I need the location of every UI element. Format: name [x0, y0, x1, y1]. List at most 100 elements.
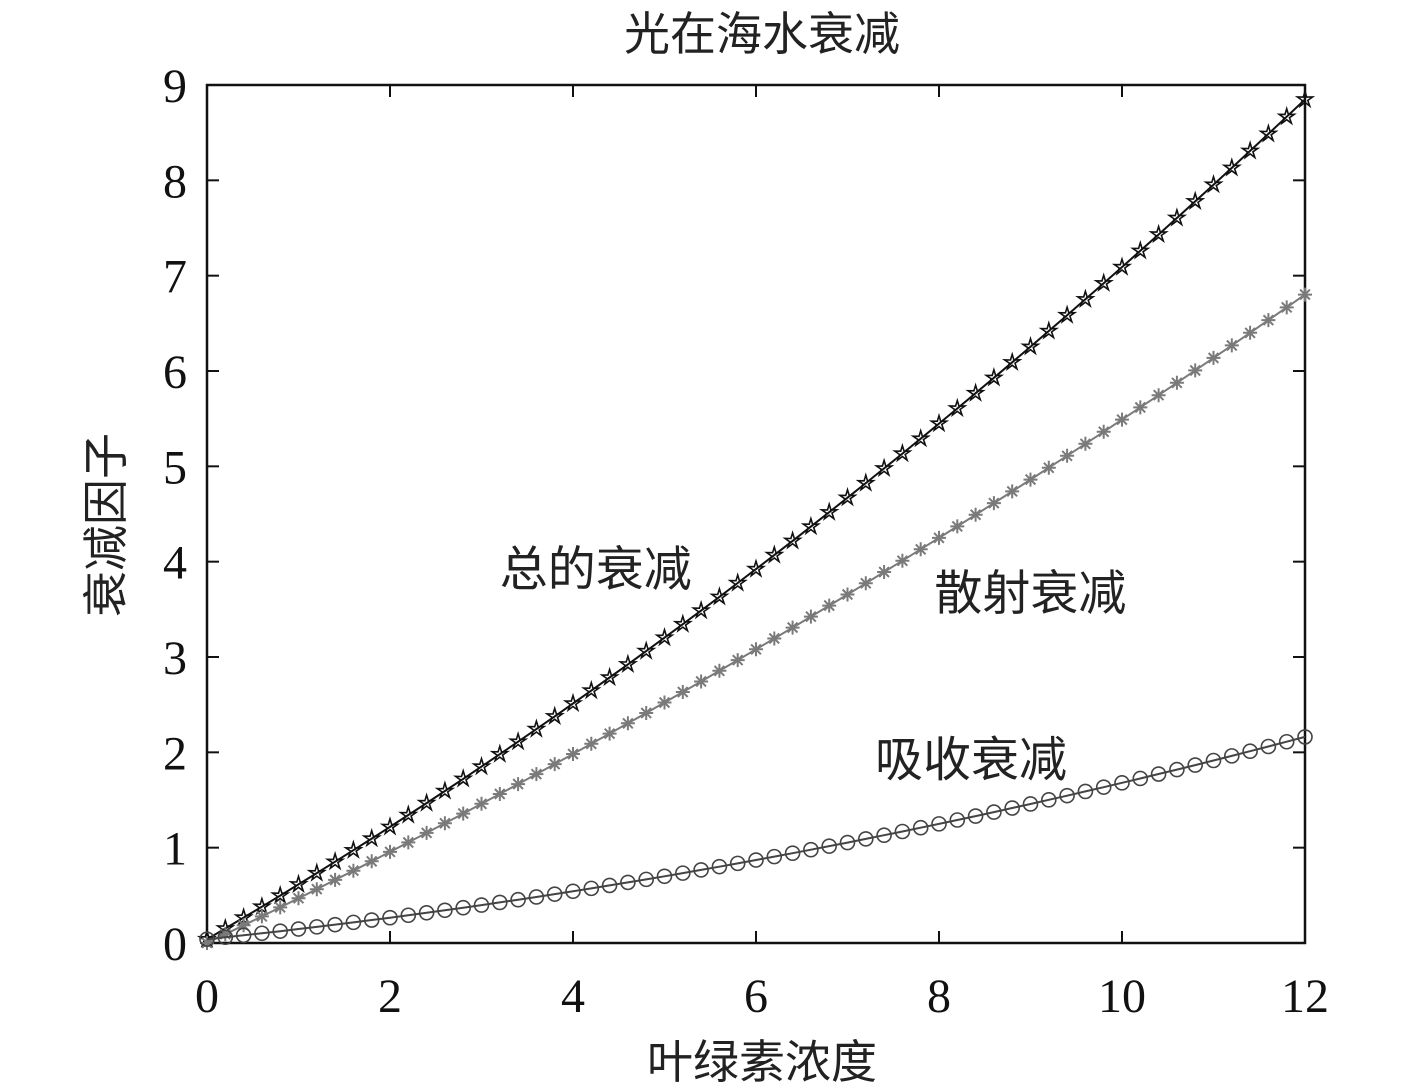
series-1-point [690, 599, 712, 620]
series-1-point [1020, 335, 1041, 356]
series-1-point [1258, 123, 1279, 143]
series-3 [199, 729, 1313, 947]
series-3-point [546, 886, 563, 902]
series-2-point [639, 706, 654, 720]
series-3-point [565, 883, 581, 900]
series-1-point [892, 442, 913, 463]
series-1-point [581, 679, 602, 700]
series-1-point [453, 768, 474, 788]
series-3-point [1059, 787, 1075, 804]
series-2-point [529, 767, 544, 782]
series-2-point [437, 816, 452, 831]
series-2-line [206, 293, 1306, 944]
y-tick-label: 8 [163, 155, 187, 208]
series-3-point [711, 858, 728, 875]
series-2-point [309, 882, 324, 897]
x-tick-label: 0 [195, 970, 219, 1023]
series-2-point [566, 747, 580, 761]
series-2-point [913, 542, 928, 557]
series-3-point [308, 919, 325, 935]
series-2-point [401, 835, 416, 850]
series-1-point [288, 873, 309, 894]
series-3-point [400, 907, 417, 924]
series-3-point [693, 862, 709, 878]
y-tick-label: 2 [163, 727, 187, 780]
series-1-point [782, 530, 803, 550]
series-2-point [218, 927, 233, 942]
plot-frame [205, 83, 1307, 945]
series-2-point [273, 900, 288, 915]
series-2-point [1060, 448, 1075, 463]
series-3-point [967, 808, 984, 824]
series-1-point [983, 367, 1005, 387]
series-1-point [1056, 304, 1078, 324]
series-3-point [857, 831, 874, 847]
series-1-point [636, 640, 657, 660]
series-2-point [1206, 350, 1221, 365]
y-tick-label: 7 [163, 251, 187, 304]
series-2-point [749, 642, 763, 657]
series-3-point [638, 871, 655, 888]
series-1-point [361, 827, 382, 848]
series-3-point [1041, 792, 1057, 808]
series-1-point [764, 544, 785, 564]
series-3-point [1150, 766, 1167, 782]
series-3-point [656, 868, 673, 885]
x-tick-label: 10 [1098, 970, 1146, 1023]
series-3-point [1022, 796, 1039, 812]
series-2-point [1023, 472, 1038, 487]
series-3-point [674, 865, 691, 881]
series-2-point [511, 777, 526, 792]
series-2-point [1115, 412, 1129, 427]
series-1-point [306, 862, 328, 882]
series-2-point [236, 918, 251, 933]
annotation-label-1: 总的衰减 [500, 542, 692, 598]
series-3-point [418, 904, 435, 921]
series-3-point [839, 834, 856, 851]
series-1-point [727, 572, 748, 592]
series-1-point [270, 884, 291, 905]
series-2-point [291, 891, 306, 906]
chart-title: 光在海水衰减 [624, 7, 900, 61]
series-1-point [1130, 240, 1151, 260]
series-1-point [544, 705, 565, 725]
series-1-point [1276, 105, 1297, 126]
series-3-point [382, 909, 398, 926]
series-1-point [745, 558, 767, 578]
series-3-point [986, 804, 1002, 820]
series-3-point [1297, 729, 1313, 745]
series-2-point [1041, 460, 1056, 475]
series-2-point [346, 863, 361, 878]
series-1-point [1093, 272, 1114, 292]
series-2-point [675, 685, 690, 699]
series-2-point [584, 736, 599, 751]
series-2-point [712, 663, 727, 678]
series-3-point [601, 877, 618, 894]
series-2-point [858, 576, 873, 591]
series-3-point [1077, 783, 1094, 800]
series-2-point [364, 854, 379, 869]
series-2-point [620, 716, 635, 731]
series-1-point [1185, 190, 1206, 210]
y-tick-label: 6 [163, 346, 187, 399]
series-3-point [290, 921, 307, 937]
series-1-point [489, 743, 510, 763]
series-3-point [1169, 761, 1185, 778]
series-1-point [873, 457, 895, 478]
x-axis-label: 叶绿素浓度 [647, 1035, 877, 1089]
series-1-point [1075, 288, 1096, 309]
series-2-point [1298, 287, 1312, 302]
series-3-point [821, 838, 838, 854]
series-2-point [895, 553, 910, 568]
series-1-point [1239, 140, 1261, 160]
series-1-point [1148, 223, 1169, 244]
series-2-point [383, 844, 397, 859]
series-1-point [599, 666, 620, 687]
series-2-point [657, 695, 672, 710]
series-1-point [965, 382, 986, 402]
series-2-point [492, 787, 507, 801]
y-tick-label: 1 [163, 823, 187, 876]
series-1-point [1038, 320, 1060, 340]
